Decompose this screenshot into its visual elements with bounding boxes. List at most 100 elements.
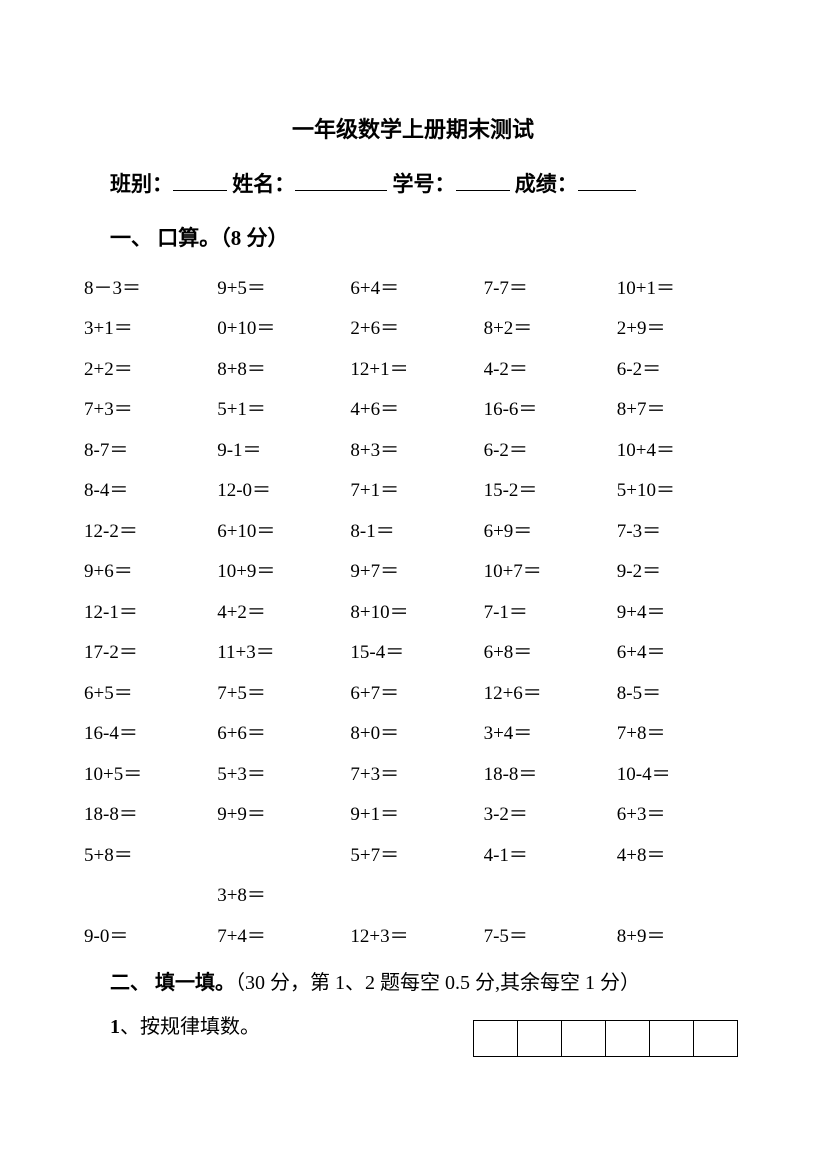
calc-cell: 7+8＝ — [613, 718, 746, 745]
item1-num: 1 — [110, 1016, 120, 1038]
calc-cell: 2+2＝ — [80, 354, 213, 381]
calc-cell: 10+1＝ — [613, 273, 746, 300]
calc-row: 9-0＝7+4＝12+3＝7-5＝8+9＝ — [80, 914, 746, 955]
calc-row: 12-2＝6+10＝8-1＝6+9＝7-3＝ — [80, 509, 746, 550]
calc-cell: 6+4＝ — [613, 637, 746, 664]
calc-cell: 6+10＝ — [213, 516, 346, 543]
calc-cell: 6+3＝ — [613, 799, 746, 826]
calc-cell: 7+3＝ — [346, 759, 479, 786]
fill-box-cell[interactable] — [518, 1021, 562, 1057]
section1-heading: 一、 口算。（8 分） — [110, 222, 746, 252]
fill-box-cell[interactable] — [694, 1021, 738, 1057]
calc-cell: 12+1＝ — [346, 354, 479, 381]
calc-cell: 8+7＝ — [613, 394, 746, 421]
calc-cell: 5+10＝ — [613, 475, 746, 502]
calc-cell: 2+6＝ — [346, 313, 479, 340]
calc-cell: 9-0＝ — [80, 921, 213, 948]
calc-cell: 4-1＝ — [480, 840, 613, 867]
calc-cell: 10+7＝ — [480, 556, 613, 583]
calc-cell: 3+1＝ — [80, 313, 213, 340]
calc-cell: 3+8＝ — [213, 880, 346, 907]
calc-cell: 8-7＝ — [80, 435, 213, 462]
calc-cell: 9-1＝ — [213, 435, 346, 462]
calc-cell: 4-2＝ — [480, 354, 613, 381]
calc-cell: 9+6＝ — [80, 556, 213, 583]
calc-cell: 2+9＝ — [613, 313, 746, 340]
calc-cell: 12+3＝ — [346, 921, 479, 948]
calc-cell: 5+1＝ — [213, 394, 346, 421]
calc-cell: 8-4＝ — [80, 475, 213, 502]
calc-cell: 6-2＝ — [613, 354, 746, 381]
calc-cell: 10+4＝ — [613, 435, 746, 462]
calc-cell: 9+9＝ — [213, 799, 346, 826]
calc-cell: 8+2＝ — [480, 313, 613, 340]
calc-cell: 6+6＝ — [213, 718, 346, 745]
fill-box-cell[interactable] — [474, 1021, 518, 1057]
calc-cell: 4+6＝ — [346, 394, 479, 421]
fill-box-cell[interactable] — [606, 1021, 650, 1057]
calc-cell: 12-1＝ — [80, 597, 213, 624]
section2-heading-bold: 二、 填一填。 — [110, 972, 235, 994]
calc-cell: 6+9＝ — [480, 516, 613, 543]
id-label: 学号： — [393, 172, 456, 196]
calc-cell: 3-2＝ — [480, 799, 613, 826]
class-label: 班别： — [110, 172, 173, 196]
calc-cell: 4+2＝ — [213, 597, 346, 624]
id-blank[interactable] — [456, 173, 510, 191]
calc-row: 18-8＝9+9＝9+1＝3-2＝6+3＝ — [80, 792, 746, 833]
calc-row: 17-2＝11+3＝15-4＝6+8＝6+4＝ — [80, 630, 746, 671]
calc-cell: 12-2＝ — [80, 516, 213, 543]
calc-row: 12-1＝4+2＝8+10＝7-1＝9+4＝ — [80, 590, 746, 631]
score-label: 成绩： — [515, 172, 578, 196]
calc-row: 5+8＝5+7＝4-1＝4+8＝ — [80, 833, 746, 874]
name-label: 姓名： — [232, 172, 295, 196]
calc-cell: 7+5＝ — [213, 678, 346, 705]
calc-cell: 15-2＝ — [480, 475, 613, 502]
calc-cell: 7+3＝ — [80, 394, 213, 421]
calc-cell: 5+3＝ — [213, 759, 346, 786]
calc-cell: 8+8＝ — [213, 354, 346, 381]
fill-box-cell[interactable] — [562, 1021, 606, 1057]
calc-row: 2+2＝8+8＝12+1＝4-2＝6-2＝ — [80, 347, 746, 388]
calc-row: 3+8＝ — [80, 873, 746, 914]
calc-cell: 9+5＝ — [213, 273, 346, 300]
section2-heading: 二、 填一填。（30 分，第 1、2 题每空 0.5 分,其余每空 1 分） — [110, 964, 746, 1002]
score-blank[interactable] — [578, 173, 636, 191]
calc-cell: 9+7＝ — [346, 556, 479, 583]
calc-cell: 7-5＝ — [480, 921, 613, 948]
calc-cell: 15-4＝ — [346, 637, 479, 664]
calc-cell: 5+7＝ — [346, 840, 479, 867]
calc-cell: 12+6＝ — [480, 678, 613, 705]
calc-row: 16-4＝6+6＝8+0＝3+4＝7+8＝ — [80, 711, 746, 752]
calc-cell: 6+4＝ — [346, 273, 479, 300]
calc-cell: 18-8＝ — [480, 759, 613, 786]
name-blank[interactable] — [295, 173, 387, 191]
calc-row: 8-4＝12-0＝7+1＝15-2＝5+10＝ — [80, 468, 746, 509]
calc-cell: 11+3＝ — [213, 637, 346, 664]
class-blank[interactable] — [173, 173, 227, 191]
fill-boxes — [473, 1020, 738, 1057]
calc-cell: 10+9＝ — [213, 556, 346, 583]
calc-cell: 8－3＝ — [80, 273, 213, 300]
calc-cell: 8+3＝ — [346, 435, 479, 462]
calc-cell: 9+4＝ — [613, 597, 746, 624]
calc-cell: 6+8＝ — [480, 637, 613, 664]
calc-cell: 12-0＝ — [213, 475, 346, 502]
calc-row: 7+3＝5+1＝4+6＝16-6＝8+7＝ — [80, 387, 746, 428]
calc-cell: 10-4＝ — [613, 759, 746, 786]
calc-cell: 7-3＝ — [613, 516, 746, 543]
item1-text: 、按规律填数。 — [120, 1016, 260, 1038]
calc-cell: 7-7＝ — [480, 273, 613, 300]
fill-box-cell[interactable] — [650, 1021, 694, 1057]
calc-row: 8-7＝9-1＝8+3＝6-2＝10+4＝ — [80, 428, 746, 469]
calc-cell: 18-8＝ — [80, 799, 213, 826]
worksheet-page: 一年级数学上册期末测试 班别： 姓名： 学号： 成绩： 一、 口算。（8 分） … — [0, 0, 826, 1169]
calc-row: 10+5＝5+3＝7+3＝18-8＝10-4＝ — [80, 752, 746, 793]
page-title: 一年级数学上册期末测试 — [80, 112, 746, 144]
calc-grid: 8－3＝9+5＝6+4＝7-7＝10+1＝3+1＝0+10＝2+6＝8+2＝2+… — [80, 266, 746, 955]
calc-cell: 9+1＝ — [346, 799, 479, 826]
calc-cell: 8+0＝ — [346, 718, 479, 745]
calc-cell: 8+9＝ — [613, 921, 746, 948]
calc-cell: 8-1＝ — [346, 516, 479, 543]
calc-cell: 7-1＝ — [480, 597, 613, 624]
